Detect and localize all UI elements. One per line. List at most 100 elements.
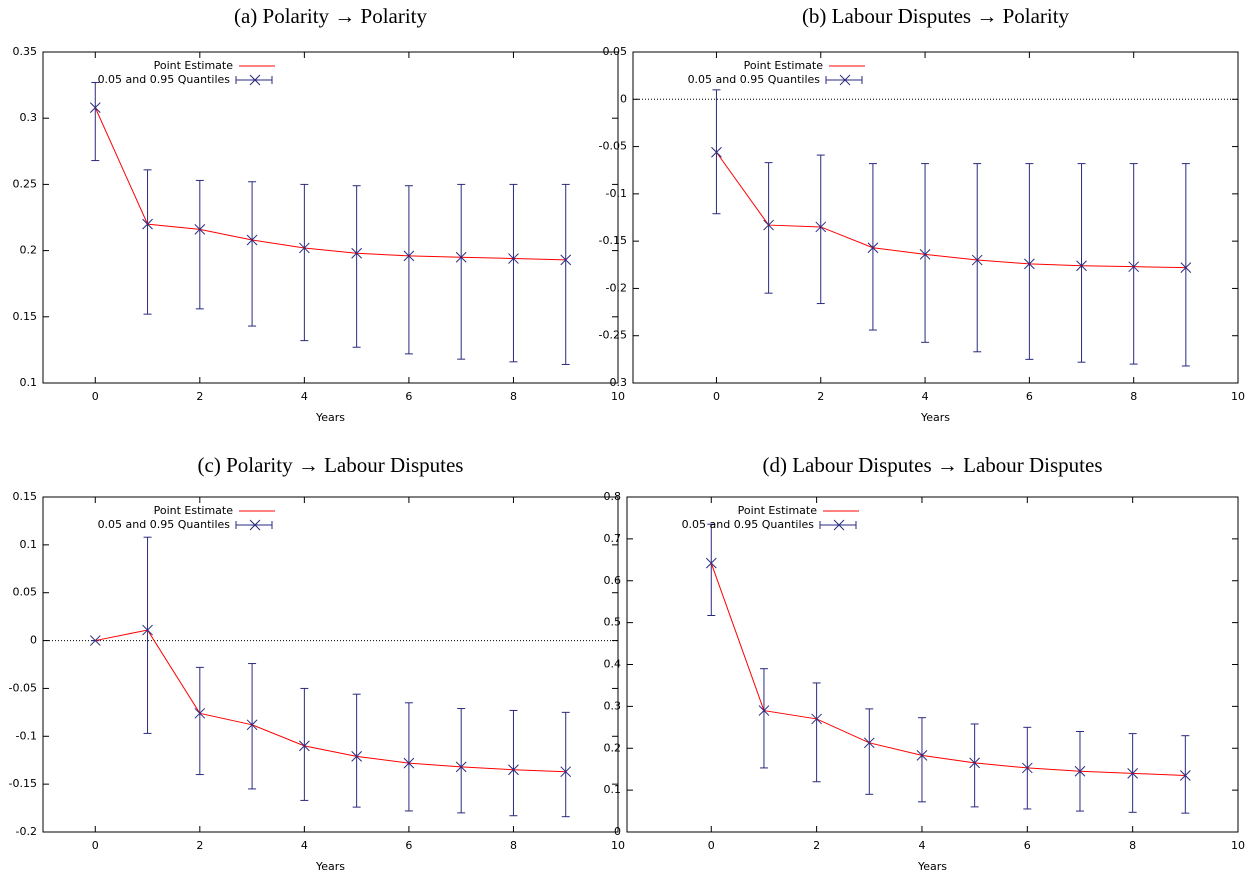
legend-label: 0.05 and 0.95 Quantiles xyxy=(688,73,821,86)
y-tick-label: 0.1 xyxy=(604,783,622,796)
y-tick-label: 0.8 xyxy=(604,490,622,503)
chart-panel: (c) Polarity → Labour Disputes Years -0.2 -… xyxy=(9,453,625,873)
x-tick-label: 0 xyxy=(92,390,99,403)
error-bar xyxy=(561,711,570,818)
error-bar xyxy=(865,708,874,795)
point-marker xyxy=(1074,765,1086,777)
point-marker xyxy=(1024,258,1035,270)
point-marker xyxy=(89,102,101,113)
marker-stroke xyxy=(1180,262,1192,273)
error-bar xyxy=(1129,163,1138,365)
x-tick-label: 4 xyxy=(922,390,929,403)
x-axis-label: Years xyxy=(315,860,345,873)
x-axis-label: Years xyxy=(920,411,950,424)
marker-stroke xyxy=(89,102,101,113)
chart-title: (c) Polarity → Labour Disputes xyxy=(198,453,464,477)
point-marker xyxy=(811,713,822,725)
y-tick-label: -0.1 xyxy=(606,187,627,200)
marker-stroke xyxy=(455,251,467,263)
point-marker xyxy=(1021,762,1033,774)
y-tick-label: -0.05 xyxy=(599,140,627,153)
point-marker xyxy=(560,766,572,778)
error-bar xyxy=(1181,735,1190,814)
y-tick-label: 0.1 xyxy=(20,376,38,389)
error-bar xyxy=(764,162,773,294)
plot-frame xyxy=(626,496,1239,833)
y-tick-label: -0.2 xyxy=(16,825,37,838)
point-marker xyxy=(455,251,467,263)
error-bar xyxy=(561,183,570,365)
error-bar xyxy=(195,666,204,776)
x-tick-label: 10 xyxy=(1231,390,1245,403)
error-bar xyxy=(816,154,825,305)
estimate-line xyxy=(710,562,1186,776)
y-tick-label: 0.35 xyxy=(13,45,38,58)
marker-stroke xyxy=(1179,770,1191,781)
marker-stroke xyxy=(403,250,415,262)
marker-stroke xyxy=(1076,260,1087,272)
legend-label: 0.05 and 0.95 Quantiles xyxy=(682,518,815,531)
y-tick-label: 0.6 xyxy=(604,574,622,587)
error-bar xyxy=(352,693,361,808)
point-marker xyxy=(351,751,362,762)
chart-title: (a) Polarity → Polarity xyxy=(234,4,428,28)
marker-stroke xyxy=(867,242,879,254)
error-bar xyxy=(143,536,152,734)
x-tick-label: 2 xyxy=(817,390,824,403)
marker-stroke xyxy=(705,557,717,569)
point-marker xyxy=(194,707,206,719)
error-bar xyxy=(921,163,930,343)
marker-stroke xyxy=(1128,261,1140,273)
marker-stroke xyxy=(711,146,722,158)
x-tick-label: 6 xyxy=(405,839,412,852)
y-tick-label: -0.15 xyxy=(9,777,37,790)
marker-stroke xyxy=(916,750,928,761)
marker-stroke xyxy=(194,707,206,719)
point-marker xyxy=(763,219,774,231)
x-tick-label: 4 xyxy=(301,390,308,403)
point-marker xyxy=(971,254,983,266)
point-marker xyxy=(711,146,722,158)
x-tick-label: 8 xyxy=(510,390,517,403)
y-tick-label: -0.25 xyxy=(599,329,627,342)
chart-title: (b) Labour Disputes → Polarity xyxy=(802,4,1070,28)
estimate-line xyxy=(716,151,1186,269)
y-tick-label: 0.3 xyxy=(604,699,622,712)
point-marker xyxy=(1127,768,1139,779)
estimate-line xyxy=(94,107,566,261)
point-marker xyxy=(867,242,879,254)
legend-label: 0.05 and 0.95 Quantiles xyxy=(98,518,231,531)
x-tick-label: 4 xyxy=(301,839,308,852)
plot-frame xyxy=(632,51,1239,384)
error-bar xyxy=(1181,163,1190,367)
x-tick-label: 2 xyxy=(813,839,820,852)
y-tick-label: 0.15 xyxy=(13,310,38,323)
x-tick-label: 2 xyxy=(196,839,203,852)
x-axis-label: Years xyxy=(917,860,947,873)
y-tick-label: 0.1 xyxy=(20,538,38,551)
point-marker xyxy=(815,221,827,233)
point-marker xyxy=(969,757,980,769)
error-bar xyxy=(917,717,926,803)
y-tick-label: 0.2 xyxy=(20,244,38,257)
y-tick-label: 0.05 xyxy=(603,45,628,58)
y-tick-label: 0.3 xyxy=(20,111,38,124)
x-tick-label: 0 xyxy=(708,839,715,852)
y-tick-label: -0.2 xyxy=(606,281,627,294)
point-marker xyxy=(89,635,101,646)
error-bar xyxy=(1025,163,1034,360)
y-tick-label: 0.15 xyxy=(13,490,38,503)
legend-label: Point Estimate xyxy=(738,504,818,517)
point-marker xyxy=(246,234,258,246)
marker-stroke xyxy=(815,221,827,233)
marker-stroke xyxy=(971,254,983,266)
marker-stroke xyxy=(194,224,206,235)
marker-stroke xyxy=(560,766,572,778)
x-tick-label: 10 xyxy=(611,839,625,852)
marker-stroke xyxy=(142,624,153,636)
y-tick-label: -0.3 xyxy=(606,376,627,389)
legend-swatch xyxy=(235,74,273,86)
x-tick-label: 2 xyxy=(196,390,203,403)
marker-stroke xyxy=(560,254,572,266)
